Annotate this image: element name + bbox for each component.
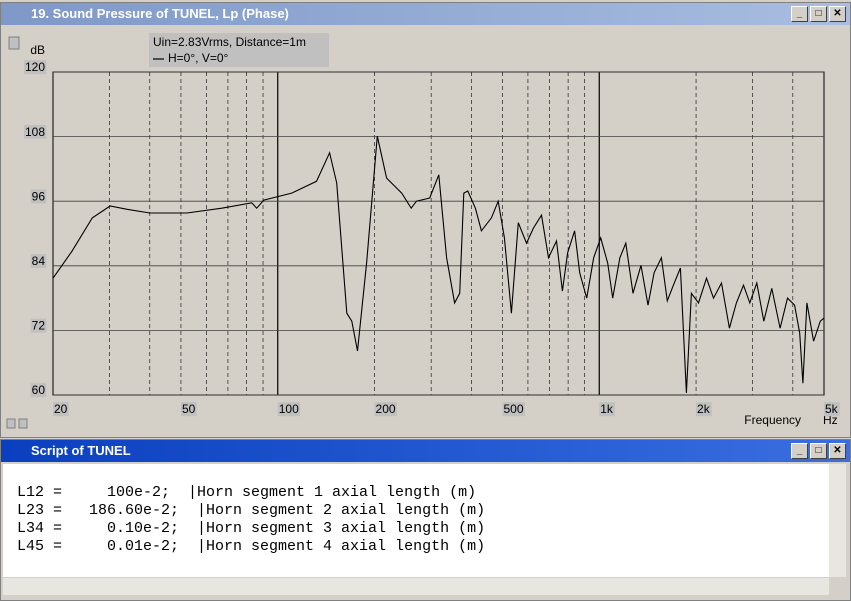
tick-label-bg — [23, 124, 47, 139]
close[interactable]: ✕ — [829, 6, 846, 22]
vertical-scrollbar[interactable] — [829, 464, 846, 577]
plot-area — [52, 71, 825, 396]
y-tick-label: 120 — [25, 60, 45, 74]
y-tick-label: 108 — [25, 125, 45, 139]
tick-label-bg — [30, 318, 47, 333]
x-tick-label: 100 — [279, 402, 299, 416]
title-bar: 19. Sound Pressure of TUNEL, Lp (Phase) … — [1, 3, 850, 25]
tick-label-bg — [277, 402, 301, 417]
small-button[interactable] — [18, 418, 28, 429]
x-tick-label: 20 — [54, 402, 68, 416]
maximize[interactable]: □ — [810, 443, 827, 459]
x-axis-label: Frequency — [744, 413, 801, 427]
tick-label-bg — [53, 402, 69, 417]
tick-label-bg — [374, 402, 397, 417]
tick-label-bg — [502, 402, 525, 417]
annotation: Uin=2.83Vrms, Distance=1m — [153, 35, 306, 49]
legend-box — [149, 33, 329, 67]
y-tick-label: 60 — [32, 383, 46, 397]
legend-label: H=0°, V=0° — [168, 51, 229, 65]
tick-label-bg — [696, 402, 712, 417]
tick-label-bg — [30, 253, 47, 268]
y-tick-label: 84 — [32, 254, 46, 268]
y-tick-label: 96 — [32, 189, 46, 203]
plot-window: 19. Sound Pressure of TUNEL, Lp (Phase) … — [0, 2, 851, 438]
minimize[interactable]: _ — [791, 6, 808, 22]
x-tick-label: 5k — [825, 402, 839, 416]
maximize[interactable]: □ — [810, 6, 827, 22]
window-title: Script of TUNEL — [31, 443, 131, 458]
code-line: L45 = 0.01e-2; |Horn segment 4 axial len… — [17, 538, 486, 555]
chart: Uin=2.83Vrms, Distance=1m H=0°, V=0° dB … — [6, 33, 840, 429]
x-tick-label: 500 — [503, 402, 523, 416]
minimize[interactable]: _ — [791, 443, 808, 459]
tick-label-bg — [824, 402, 840, 417]
scroll-icon[interactable] — [8, 36, 20, 50]
y-axis-label: dB — [30, 43, 45, 57]
x-tick-label: 2k — [697, 402, 711, 416]
title-bar: Script of TUNEL _ □ ✕ — [1, 440, 850, 462]
close[interactable]: ✕ — [829, 443, 846, 459]
tick-label-bg — [30, 383, 47, 398]
code-line: L23 = 186.60e-2; |Horn segment 2 axial l… — [17, 502, 486, 519]
x-tick-label: 200 — [376, 402, 396, 416]
tick-label-bg — [23, 60, 47, 75]
tick-label-bg — [30, 189, 47, 204]
small-button[interactable] — [6, 418, 16, 429]
series-line — [52, 135, 825, 393]
code-line: L12 = 100e-2; |Horn segment 1 axial leng… — [17, 484, 477, 501]
tick-label-bg — [599, 402, 615, 417]
tick-label-bg — [180, 402, 197, 417]
script-editor[interactable]: L12 = 100e-2; |Horn segment 1 axial leng… — [3, 464, 829, 577]
window-title: 19. Sound Pressure of TUNEL, Lp (Phase) — [31, 6, 289, 21]
y-tick-label: 72 — [32, 319, 46, 333]
horizontal-scrollbar[interactable] — [3, 578, 829, 595]
x-unit: Hz — [823, 413, 838, 427]
code-line: L34 = 0.10e-2; |Horn segment 3 axial len… — [17, 520, 486, 537]
x-tick-label: 1k — [600, 402, 614, 416]
script-window: Script of TUNEL _ □ ✕ L12 = 100e-2; |Horn … — [0, 439, 851, 601]
x-tick-label: 50 — [182, 402, 196, 416]
